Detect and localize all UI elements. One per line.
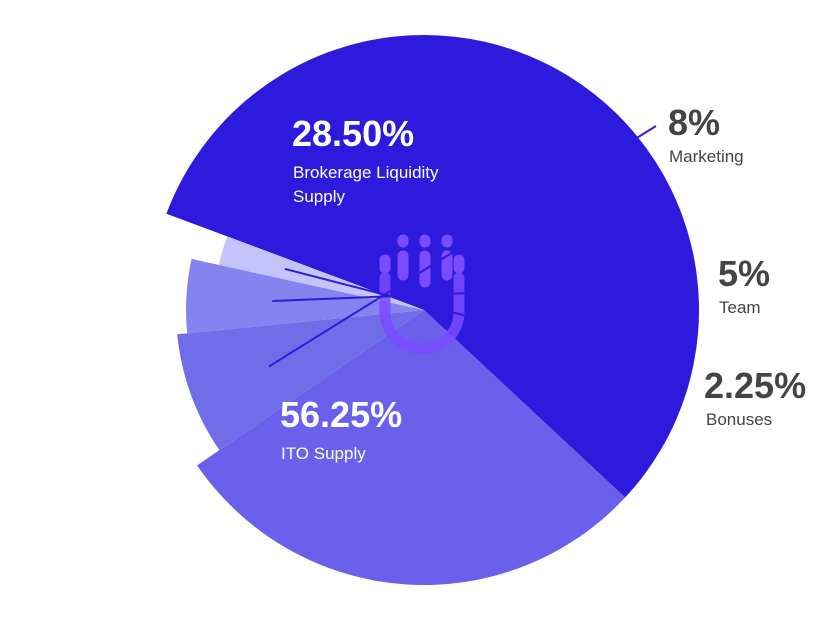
slice-brokerage bbox=[197, 310, 626, 586]
leader-line-bonuses bbox=[284, 267, 685, 373]
slice-team bbox=[186, 258, 424, 334]
leader-lines bbox=[268, 125, 695, 373]
slice-label-name-team: Team bbox=[719, 298, 761, 317]
slice-label-value-brokerage: 28.50% bbox=[292, 113, 414, 154]
slice-marketing bbox=[177, 310, 424, 451]
slice-label-name-ito: ITO Supply bbox=[281, 444, 366, 463]
slice-label-name-brokerage-line2: Supply bbox=[293, 187, 345, 206]
slice-label-name-brokerage: Brokerage Liquidity Supply bbox=[293, 163, 443, 206]
slice-label-name-marketing: Marketing bbox=[669, 147, 744, 166]
slice-label-value-team: 5% bbox=[718, 253, 770, 294]
slice-label-value-ito: 56.25% bbox=[280, 394, 402, 435]
slice-label-name-brokerage-line1: Brokerage Liquidity bbox=[293, 163, 439, 182]
leader-line-marketing bbox=[268, 125, 657, 368]
slice-label-value-bonuses: 2.25% bbox=[704, 365, 806, 406]
pie-slices bbox=[166, 34, 700, 586]
slice-ito-supply bbox=[166, 34, 700, 498]
leader-line-team bbox=[272, 283, 695, 302]
slice-label-name-bonuses: Bonuses bbox=[706, 410, 772, 429]
slice-label-value-marketing: 8% bbox=[668, 102, 720, 143]
